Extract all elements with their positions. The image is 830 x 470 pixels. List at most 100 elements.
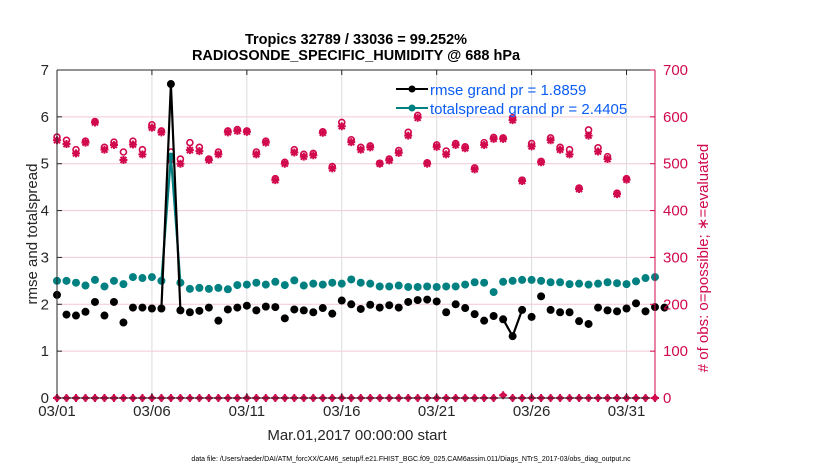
rmse-point — [176, 306, 185, 315]
totalspread-point — [356, 278, 365, 287]
y-tick-label: 5 — [41, 156, 49, 173]
y-right-tick-label: 400 — [663, 203, 688, 220]
rmse-point — [233, 303, 242, 312]
obs-evaluated-point-core — [424, 161, 430, 167]
y-right-tick-label: 600 — [663, 109, 688, 126]
obs-evaluated-point-core — [329, 165, 335, 171]
totalspread-point — [508, 276, 517, 285]
obs-evaluated-point-core — [481, 142, 487, 148]
obs-evaluated-point-core — [519, 178, 525, 184]
totalspread-point — [271, 277, 280, 286]
totalspread-point — [328, 278, 337, 287]
y-tick-label: 0 — [41, 390, 49, 407]
obs-evaluated-point-core — [310, 152, 316, 158]
rmse-segment — [511, 309, 524, 337]
y-right-tick-label: 300 — [663, 249, 688, 266]
rmse-point — [157, 304, 166, 313]
obs-evaluated-point-core — [244, 129, 250, 135]
totalspread-point — [518, 275, 527, 284]
obs-evaluated-point-core — [120, 157, 126, 163]
obs-evaluated-point-core — [396, 150, 402, 156]
rmse-point — [575, 317, 584, 326]
totalspread-point — [290, 276, 299, 285]
rmse-point — [470, 310, 479, 319]
y-axis-label: rmse and totalspread — [24, 164, 41, 305]
obs-evaluated-point-core — [538, 159, 544, 165]
totalspread-point — [252, 278, 261, 287]
totalspread-point — [138, 274, 147, 283]
obs-evaluated-point-core — [111, 142, 117, 148]
rmse-point — [252, 306, 261, 315]
obs-evaluated-point-core — [614, 191, 620, 197]
totalspread-point — [214, 283, 223, 292]
rmse-point — [337, 296, 346, 305]
totalspread-point — [575, 279, 584, 288]
obs-evaluated-point-core — [443, 151, 449, 157]
obs-evaluated-point-core — [272, 177, 278, 183]
legend-totalspread-label: totalspread grand pr = 2.4405 — [430, 101, 627, 118]
totalspread-point — [613, 279, 622, 288]
x-tick-label: 03/21 — [418, 403, 456, 420]
obs-evaluated-point-core — [415, 115, 421, 121]
rmse-point — [375, 303, 384, 312]
y-tick-label: 6 — [41, 109, 49, 126]
rmse-point — [518, 305, 527, 314]
rmse-point — [423, 295, 432, 304]
legend-rmse-label: rmse grand pr = 1.8859 — [430, 82, 586, 99]
obs-evaluated-point-core — [177, 161, 183, 167]
rmse-point — [185, 308, 194, 317]
rmse-point — [347, 300, 356, 309]
rmse-point — [584, 319, 593, 328]
totalspread-point — [603, 278, 612, 287]
rmse-point — [242, 301, 251, 310]
obs-evaluated-point-core — [529, 143, 535, 149]
y-right-axis-label: # of obs: o=possible; ∗=evaluated — [695, 144, 712, 373]
rmse-point — [404, 297, 413, 306]
totalspread-point — [299, 281, 308, 290]
x-tick-label: 03/01 — [38, 403, 76, 420]
totalspread-point — [233, 281, 242, 290]
rmse-point — [622, 304, 631, 313]
rmse-point — [489, 312, 498, 320]
obs-evaluated-point-core — [196, 148, 202, 154]
x-tick-label: 03/26 — [513, 403, 551, 420]
rmse-point — [138, 303, 147, 312]
zero-obs-point-core — [500, 392, 507, 399]
rmse-point — [632, 299, 641, 308]
totalspread-point — [90, 275, 99, 284]
rmse-point — [147, 304, 156, 313]
x-axis-label: Mar.01,2017 00:00:00 start — [267, 427, 447, 444]
obs-evaluated-point-core — [358, 147, 364, 153]
totalspread-point — [261, 280, 270, 289]
totalspread-point — [499, 277, 508, 286]
obs-possible-point — [186, 138, 194, 147]
totalspread-point — [204, 284, 213, 293]
rmse-point — [356, 304, 365, 313]
rmse-point — [119, 318, 128, 327]
rmse-point — [318, 304, 327, 313]
rmse-point — [451, 300, 460, 309]
totalspread-point — [375, 282, 384, 291]
legend-rmse-marker — [408, 85, 416, 93]
obs-evaluated-point-core — [567, 151, 573, 157]
rmse-point — [71, 311, 80, 320]
rmse-point — [290, 305, 299, 314]
totalspread-point — [195, 283, 204, 292]
y-right-tick-label: 100 — [663, 343, 688, 360]
rmse-point — [603, 306, 612, 315]
rmse-point — [546, 305, 555, 314]
rmse-point — [565, 308, 574, 317]
obs-evaluated-point-core — [206, 157, 212, 163]
obs-possible-point — [119, 148, 128, 156]
obs-evaluated-point-core — [367, 144, 373, 150]
obs-evaluated-point-core — [320, 130, 326, 136]
rmse-point — [214, 316, 223, 325]
legend: rmse grand pr = 1.8859 totalspread grand… — [396, 82, 627, 118]
totalspread-point — [242, 280, 251, 289]
y-right-tick-label: 0 — [663, 390, 671, 407]
totalspread-point — [280, 281, 289, 290]
obs-evaluated-point-core — [576, 186, 582, 192]
rmse-point — [527, 312, 536, 321]
rmse-point — [432, 297, 441, 306]
